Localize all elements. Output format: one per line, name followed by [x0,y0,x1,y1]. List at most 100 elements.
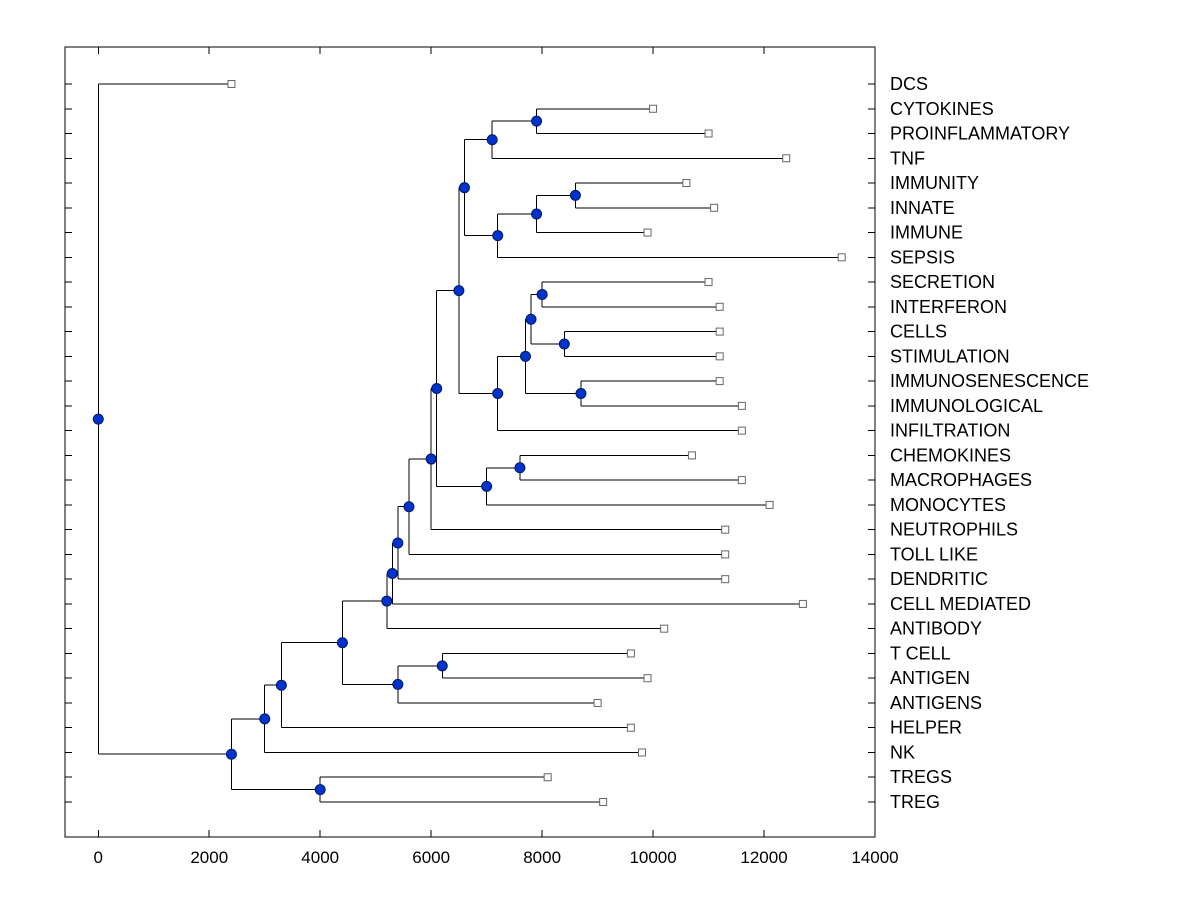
leaf-label: TREG [890,792,940,812]
leaf-label: IMMUNOSENESCENCE [890,371,1089,391]
leaf-label: CELLS [890,322,947,342]
cluster-node-marker [519,350,531,362]
leaf-marker [782,154,791,163]
leaf-label: IMMUNITY [890,173,979,193]
cluster-node-marker [575,387,587,399]
leaf-marker [704,129,713,138]
leaf-label: SEPSIS [890,247,955,267]
leaf-label: MACROPHAGES [890,470,1032,490]
cluster-node-marker [92,413,104,425]
cluster-node-marker [453,285,465,297]
leaf-marker [626,723,635,732]
leaf-marker [227,80,236,88]
x-tick-label: 2000 [190,848,228,867]
leaf-marker [660,624,669,633]
leaf-label: TREGS [890,767,952,787]
cluster-node-marker [431,382,443,394]
cluster-node-marker [259,713,271,725]
leaf-marker [715,352,724,361]
leaf-marker [643,228,652,237]
x-tick-label: 6000 [412,848,450,867]
cluster-node-marker [425,453,437,465]
leaf-label: ANTIGEN [890,668,970,688]
cluster-node-marker [314,784,326,796]
leaf-marker [737,426,746,435]
leaf-marker [837,253,846,262]
leaf-marker [710,203,719,212]
cluster-node-marker [486,134,498,146]
leaf-label: NK [890,742,915,762]
leaf-marker [543,773,552,782]
leaf-marker [687,451,696,460]
leaf-marker [649,104,658,113]
x-tick-label: 14000 [851,848,898,867]
leaf-marker [737,401,746,410]
leaf-label: INFILTRATION [890,421,1010,441]
leaf-label: INTERFERON [890,297,1007,317]
cluster-node-marker [531,115,543,127]
cluster-node-marker [225,748,237,760]
leaf-label: INNATE [890,198,955,218]
cluster-node-marker [458,182,470,194]
leaf-label: ANTIGENS [890,693,982,713]
leaf-label: ANTIBODY [890,619,982,639]
cluster-node-marker [514,462,526,474]
cluster-node-marker [569,189,581,201]
leaf-label: DENDRITIC [890,569,988,589]
cluster-node-marker [492,387,504,399]
leaf-marker [637,748,646,757]
leaf-marker [715,302,724,311]
leaf-marker [721,525,730,534]
leaf-marker [737,476,746,485]
leaf-marker [599,798,608,806]
leaf-marker [721,550,730,559]
cluster-node-marker [536,288,548,300]
leaf-marker [593,698,602,707]
leaf-label: CHEMOKINES [890,445,1011,465]
leaf-label: SECRETION [890,272,995,292]
leaf-label: TNF [890,148,925,168]
leaf-label: IMMUNE [890,223,963,243]
leaf-marker [643,674,652,683]
leaf-label: IMMUNOLOGICAL [890,396,1043,416]
cluster-node-marker [381,595,393,607]
x-tick-label: 4000 [301,848,339,867]
x-tick-label: 8000 [523,848,561,867]
x-tick-label: 10000 [629,848,676,867]
leaf-label: STIMULATION [890,346,1010,366]
leaf-label: T CELL [890,643,951,663]
leaf-marker [715,377,724,386]
leaf-label: HELPER [890,718,962,738]
cluster-node-marker [275,679,287,691]
leaf-label: MONOCYTES [890,495,1006,515]
leaf-label: CYTOKINES [890,99,994,119]
x-tick-label: 0 [94,848,103,867]
leaf-label: CELL MEDIATED [890,594,1031,614]
leaf-marker [715,327,724,336]
leaf-marker [704,278,713,287]
cluster-node-marker [386,567,398,579]
cluster-node-marker [481,480,493,492]
cluster-node-marker [492,230,504,242]
cluster-node-marker [336,637,348,649]
cluster-node-marker [436,660,448,672]
cluster-node-marker [392,678,404,690]
leaf-label: PROINFLAMMATORY [890,124,1070,144]
cluster-node-marker [558,338,570,350]
leaf-label: DCS [890,74,928,94]
leaf-label: TOLL LIKE [890,544,978,564]
leaf-marker [721,575,730,584]
cluster-node-marker [531,208,543,220]
leaf-marker [626,649,635,658]
cluster-node-marker [403,501,415,513]
leaf-marker [798,599,807,608]
cluster-node-marker [392,537,404,549]
leaf-label: NEUTROPHILS [890,520,1018,540]
x-tick-label: 12000 [740,848,787,867]
plot-box [64,46,876,838]
cluster-node-marker [525,313,537,325]
leaf-marker [682,179,691,188]
